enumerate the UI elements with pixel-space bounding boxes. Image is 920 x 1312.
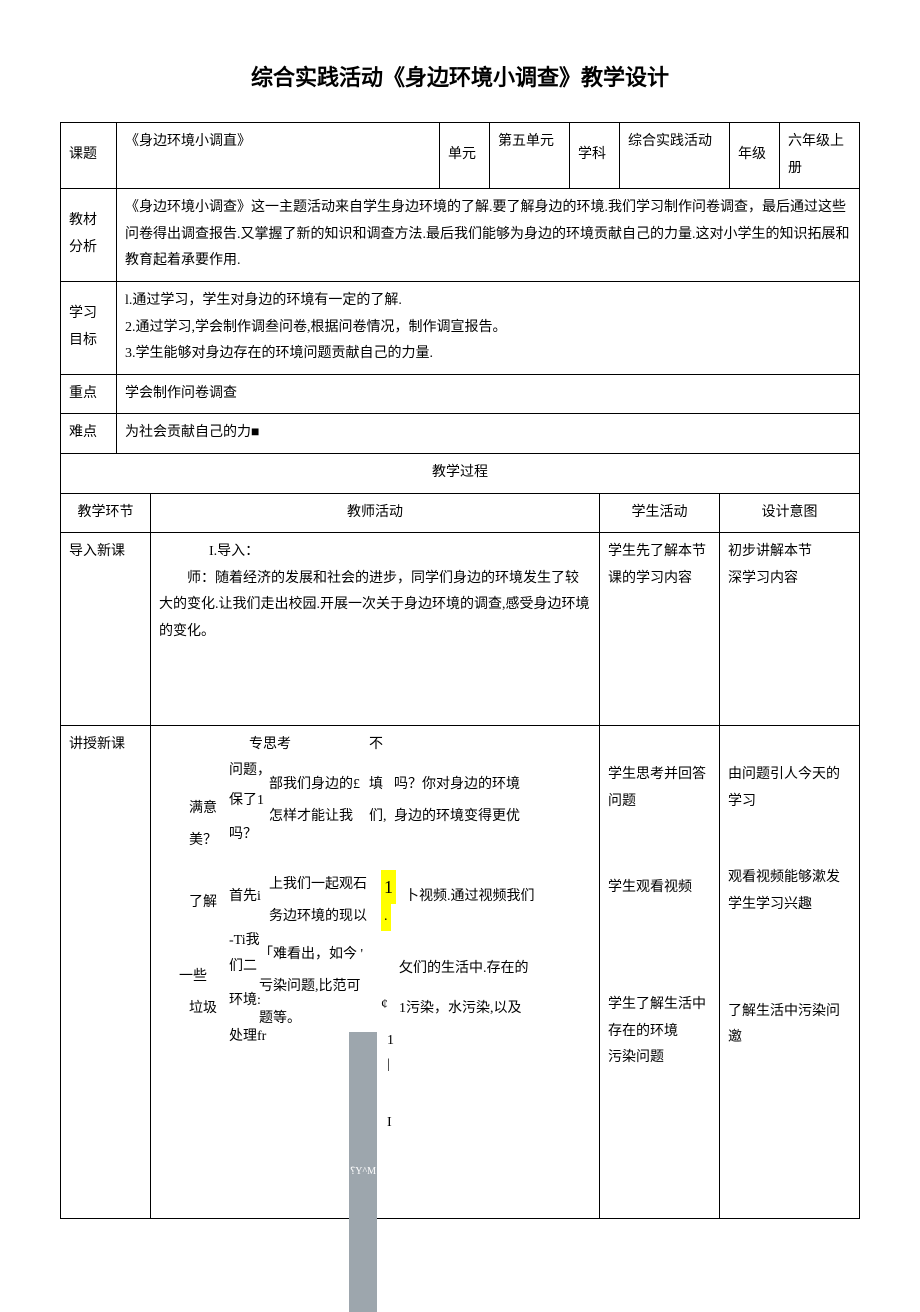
lecture-phase: 讲授新课 — [61, 726, 151, 1219]
col-phase: 教学环节 — [61, 493, 151, 533]
diff-text: 为社会贡献自己的力■ — [117, 414, 860, 454]
objectives-row: 学习 目标 l.通过学习，学生对身边的环境有一定的了解. 2.通过学习,学会制作… — [61, 281, 860, 374]
frag: 填 — [369, 772, 383, 799]
key-label: 重点 — [61, 374, 117, 414]
frag: 1 — [387, 1028, 394, 1055]
diff-label: 难点 — [61, 414, 117, 454]
subject-label: 学科 — [570, 123, 620, 189]
frag: 「难看出，如今 ' — [259, 942, 363, 969]
frag: -Ti我 — [229, 928, 260, 955]
frag-highlight: . — [381, 904, 391, 931]
frag: 美？ — [189, 828, 217, 855]
frag: 满意 — [189, 796, 217, 823]
frag: 不 — [369, 732, 383, 759]
frag: | — [387, 1052, 390, 1079]
lecture-student-1: 学生思考并回答问题 — [608, 762, 711, 815]
col-intent: 设计意图 — [720, 493, 860, 533]
process-header: 教学过程 — [61, 453, 860, 493]
lecture-student: 学生思考并回答问题 学生观看视频 学生了解生活中存在的环境 污染问题 — [600, 726, 720, 1219]
analysis-text: 《身边环境小调查》这一主题活动来自学生身边环境的了解.要了解身边的环境.我们学习… — [117, 189, 860, 282]
lecture-row: 讲授新课 专思考 不 问题， 部我们身边的£ 填 吗？你对身边的环境 满意 保了… — [61, 726, 860, 1219]
frag: 吗？ — [229, 822, 257, 849]
frag: 1污染，水污染,以及 — [399, 996, 522, 1023]
header-row: 课题 《身边环境小调直》 单元 第五单元 学科 综合实践活动 年级 六年级上册 — [61, 123, 860, 189]
frag: 首先i — [229, 884, 261, 911]
frag: 们, — [369, 804, 387, 831]
col-teacher: 教师活动 — [151, 493, 600, 533]
intro-row: 导入新课 I.导入： 师：随着经济的发展和社会的进步，同学们身边的环境发生了较大… — [61, 533, 860, 726]
lecture-intent: 由问题引人今天的学习 观看视频能够漱发学生学习兴趣 了解生活中污染问邀 — [720, 726, 860, 1219]
objectives-text: l.通过学习，学生对身边的环境有一定的了解. 2.通过学习,学会制作调叁问卷,根… — [117, 281, 860, 374]
frag: 环境: — [229, 988, 261, 1015]
lecture-intent-1: 由问题引人今天的学习 — [728, 762, 851, 815]
lecture-student-2: 学生观看视频 — [608, 875, 711, 902]
page-title: 综合实践活动《身边环境小调查》教学设计 — [60, 60, 860, 92]
frag: 部我们身边的£ — [269, 772, 360, 799]
frag: 一些 — [179, 964, 207, 991]
process-columns-row: 教学环节 教师活动 学生活动 设计意图 — [61, 493, 860, 533]
frag: 身边的环境变得更优 — [394, 804, 520, 831]
frag: I — [387, 1110, 392, 1137]
key-text: 学会制作问卷调查 — [117, 374, 860, 414]
gray-block: ⸮Y^M — [349, 1032, 377, 1312]
frag: 们二 — [229, 954, 257, 981]
intro-phase: 导入新课 — [61, 533, 151, 726]
col-student: 学生活动 — [600, 493, 720, 533]
key-row: 重点 学会制作问卷调查 — [61, 374, 860, 414]
topic-value: 《身边环境小调直》 — [117, 123, 440, 189]
frag: 吗？你对身边的环境 — [394, 772, 520, 799]
analysis-row: 教材分析 《身边环境小调查》这一主题活动来自学生身边环境的了解.要了解身边的环境… — [61, 189, 860, 282]
intro-teacher: I.导入： 师：随着经济的发展和社会的进步，同学们身边的环境发生了较大的变化.让… — [151, 533, 600, 726]
intro-student: 学生先了解本节课的学习内容 — [600, 533, 720, 726]
topic-label: 课题 — [61, 123, 117, 189]
frag: 垃圾 — [189, 996, 217, 1023]
objective-line-2: 2.通过学习,学会制作调叁问卷,根据问卷情况，制作调宣报告。 — [125, 315, 851, 342]
lecture-student-3: 学生了解生活中存在的环境 污染问题 — [608, 992, 711, 1072]
frag: 怎样才能让我 — [269, 804, 353, 831]
process-table: 教学环节 教师活动 学生活动 设计意图 导入新课 I.导入： 师：随着经济的发展… — [60, 493, 860, 1220]
grade-label: 年级 — [730, 123, 780, 189]
grade-value: 六年级上册 — [780, 123, 860, 189]
lesson-plan-table: 课题 《身边环境小调直》 单元 第五单元 学科 综合实践活动 年级 六年级上册 … — [60, 122, 860, 494]
intro-teacher-text: 师：随着经济的发展和社会的进步，同学们身边的环境发生了较大的变化.让我们走出校园… — [159, 566, 591, 646]
frag: 了解 — [189, 890, 217, 917]
subject-value: 综合实践活动 — [620, 123, 730, 189]
analysis-label: 教材分析 — [61, 189, 117, 282]
frag: ¢ — [381, 992, 388, 1019]
frag: 卜视频.通过视频我们 — [405, 884, 535, 911]
lecture-intent-3: 了解生活中污染问邀 — [728, 999, 851, 1052]
frag-highlight: 1 — [381, 870, 396, 904]
objective-line-3: 3.学生能够对身边存在的环境问题贡献自己的力量. — [125, 341, 851, 368]
frag: 亏染问题,比范可 — [259, 974, 361, 1001]
frag: 上我们一起观石 — [269, 872, 367, 899]
frag: 攵们的生活中.存在的 — [399, 956, 529, 983]
intro-intent: 初步讲解本节 深学习内容 — [720, 533, 860, 726]
lecture-intent-2: 观看视频能够漱发学生学习兴趣 — [728, 865, 851, 918]
unit-label: 单元 — [440, 123, 490, 189]
frag: 务边环境的现以 — [269, 904, 367, 931]
frag: 专思考 — [249, 732, 291, 759]
frag: 保了1 — [229, 788, 264, 815]
objective-line-1: l.通过学习，学生对身边的环境有一定的了解. — [125, 288, 851, 315]
intro-teacher-heading: I.导入： — [159, 539, 591, 566]
frag: 处理fr — [229, 1024, 266, 1051]
frag: 问题， — [229, 758, 271, 785]
lecture-teacher: 专思考 不 问题， 部我们身边的£ 填 吗？你对身边的环境 满意 保了1 怎样才… — [151, 726, 600, 1219]
unit-value: 第五单元 — [490, 123, 570, 189]
objectives-label: 学习 目标 — [61, 281, 117, 374]
diff-row: 难点 为社会贡献自己的力■ — [61, 414, 860, 454]
process-header-row: 教学过程 — [61, 453, 860, 493]
gray-block-2 — [349, 1184, 377, 1204]
